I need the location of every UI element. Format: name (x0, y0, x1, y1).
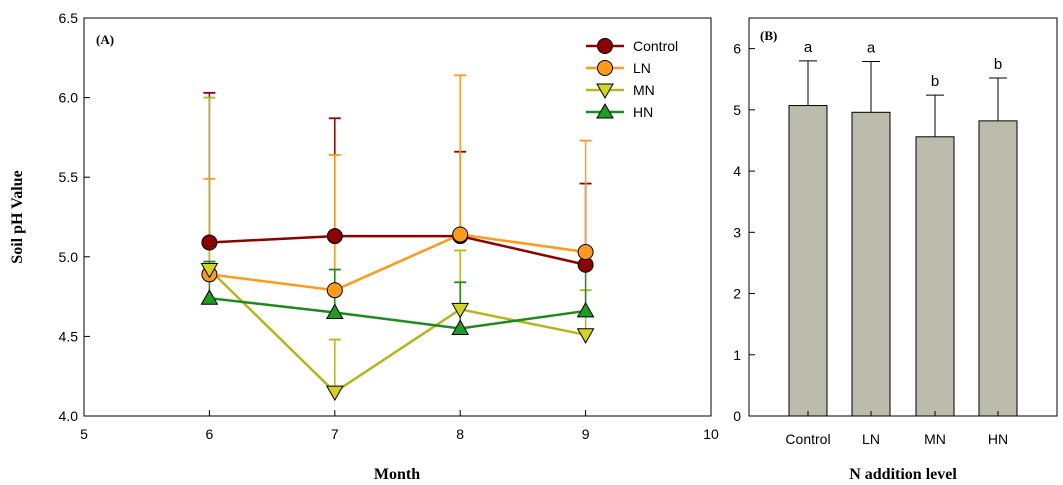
y-tick-label: 1 (733, 347, 741, 363)
legend-label-mn: MN (633, 82, 655, 98)
panel-a-x-axis-title: Month (374, 466, 420, 483)
point-mn (578, 329, 594, 343)
panel-a-y-axis-title: Soil pH Value (9, 170, 26, 263)
point-control (327, 229, 342, 244)
x-tick-label: 5 (80, 426, 88, 442)
significance-label: a (804, 39, 813, 56)
significance-label: b (994, 56, 1002, 73)
bar-control (789, 106, 827, 416)
y-tick-label: 6.5 (59, 10, 79, 26)
y-tick-label: 6 (733, 41, 741, 57)
panel-b: (B) 0 1 2 3 4 5 6 a a b b Control LN MN HN N additio… (733, 18, 1057, 483)
panel-b-x-axis-title: N addition level (849, 466, 957, 483)
point-mn (327, 386, 343, 400)
series-line-ln (209, 235, 585, 291)
legend-marker-ln (598, 61, 613, 76)
significance-label: a (867, 39, 876, 56)
y-tick-label: 6.0 (59, 90, 79, 106)
panel-a-y-axis: 4.0 4.5 5.0 5.5 6.0 6.5 (59, 10, 90, 424)
x-tick-label: 8 (456, 426, 464, 442)
x-tick-label: 7 (331, 426, 339, 442)
series-line-control (209, 236, 585, 265)
point-hn (578, 303, 594, 317)
x-tick-label: 6 (206, 426, 214, 442)
panel-a-legend: Control LN MN HN (586, 38, 678, 120)
y-tick-label: 5.0 (59, 249, 79, 265)
panel-a: (A) 4.0 4.5 5.0 5.5 6.0 6.5 5 6 7 8 9 10 Control LN… (9, 10, 719, 483)
y-tick-label: 3 (733, 224, 741, 240)
panel-a-series-lines (209, 235, 585, 393)
panel-a-frame (84, 18, 711, 416)
panel-a-error-bars (203, 75, 591, 392)
y-tick-label: 5 (733, 102, 741, 118)
panel-b-label: (B) (760, 28, 777, 43)
y-tick-label: 0 (733, 408, 741, 424)
y-tick-label: 4 (733, 163, 741, 179)
point-ln (327, 283, 342, 298)
point-control (202, 235, 217, 250)
panel-b-bars: a a b b (789, 39, 1017, 416)
category-label: HN (988, 431, 1008, 447)
point-ln (578, 245, 593, 260)
point-hn (201, 290, 217, 304)
y-tick-label: 4.0 (59, 408, 79, 424)
point-ln (453, 227, 468, 242)
legend-label-ln: LN (633, 60, 651, 76)
panel-a-x-axis: 5 6 7 8 9 10 (80, 410, 719, 442)
category-label: Control (785, 431, 830, 447)
y-tick-label: 4.5 (59, 328, 79, 344)
x-tick-label: 9 (582, 426, 590, 442)
category-label: LN (862, 431, 880, 447)
legend-label-hn: HN (633, 104, 653, 120)
panel-b-y-axis: 0 1 2 3 4 5 6 (733, 41, 755, 424)
x-tick-label: 10 (703, 426, 719, 442)
bar-ln (852, 112, 890, 416)
category-label: MN (924, 431, 946, 447)
bar-hn (979, 121, 1017, 416)
y-tick-label: 2 (733, 286, 741, 302)
panel-a-label: (A) (96, 32, 114, 47)
y-tick-label: 5.5 (59, 169, 79, 185)
bar-mn (916, 137, 954, 416)
significance-label: b (931, 73, 939, 90)
legend-marker-control (598, 39, 613, 54)
series-line-mn (209, 270, 585, 393)
legend-label-control: Control (633, 38, 678, 54)
